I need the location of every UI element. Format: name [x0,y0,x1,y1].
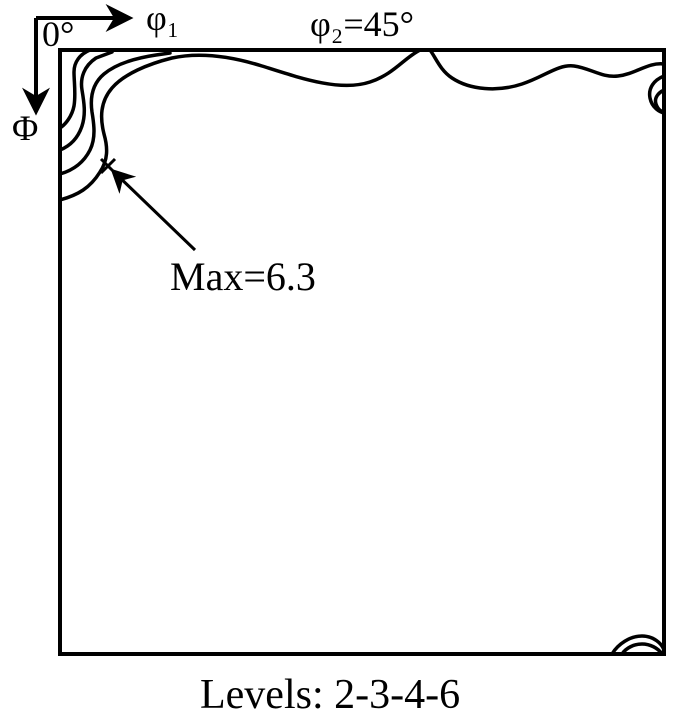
contour-line [430,50,664,89]
levels-label: Levels: 2-3-4-6 [200,672,460,718]
contour-line [60,50,420,200]
plot-box [60,50,664,654]
y-axis-label: Φ [12,108,38,148]
contour-line [60,53,170,174]
annotation-arrow [114,172,195,250]
x-axis-label: φ₁ [146,0,179,38]
phi2-section-label: φ₂=45° [310,4,414,44]
contour-lines [60,50,664,654]
origin-label: 0° [42,14,74,54]
odf-contour-figure: 0° φ₁ Φ φ₂=45° Max=6.3 Levels: 2-3-4-6 [0,0,697,725]
max-annotation-text: Max=6.3 [170,254,316,299]
